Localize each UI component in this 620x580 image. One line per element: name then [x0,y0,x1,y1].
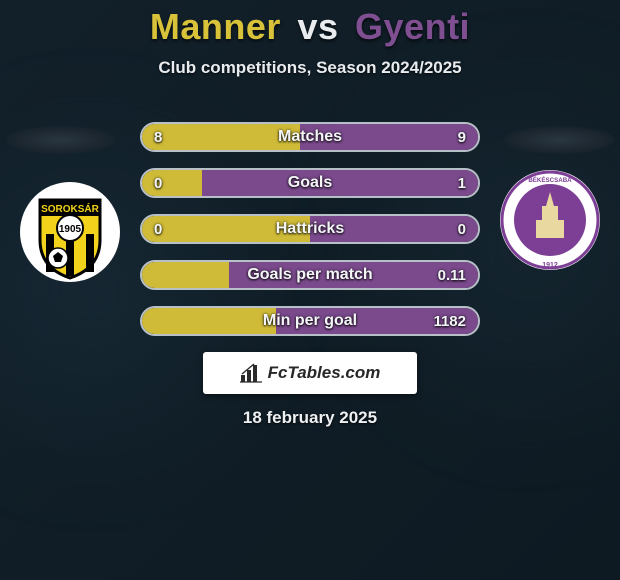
stat-bar: 0 Goals 1 [140,168,480,198]
stat-value-right: 1 [458,175,466,192]
stat-fill-left [142,170,202,196]
svg-text:BÉKÉSCSABA: BÉKÉSCSABA [528,176,572,184]
stat-label: Hattricks [276,220,344,238]
stat-value-left: 0 [154,175,162,192]
stat-fill-left [142,262,229,288]
player2-name: Gyenti [355,6,470,47]
stat-bar: Min per goal 1182 [140,306,480,336]
page-title: Manner vs Gyenti [0,0,620,48]
stat-fill-left [142,124,300,150]
stat-bar: Goals per match 0.11 [140,260,480,290]
stats-bars: 8 Matches 9 0 Goals 1 0 Hattricks 0 Goals per mat… [140,122,480,336]
stat-label: Goals [288,174,332,192]
stat-value-right: 0.11 [438,267,466,284]
stat-value-right: 1182 [433,313,466,330]
stat-fill-right [202,170,478,196]
bekescsaba-crest-icon: BÉKÉSCSABA 1912 [498,168,602,272]
stat-label: Min per goal [263,312,357,330]
stat-fill-left [142,308,276,334]
stat-label: Goals per match [247,266,372,284]
stat-label: Matches [278,128,342,146]
svg-text:1905: 1905 [59,224,82,235]
soroksar-crest-icon: SOROKSÁR 1905 [18,180,122,284]
infographic-root: Manner vs Gyenti Club competitions, Seas… [0,0,620,580]
stat-value-right: 0 [458,221,466,238]
watermark-badge: FcTables.com [203,352,417,394]
left-club-badge: SOROKSÁR 1905 [18,180,122,284]
right-club-badge: BÉKÉSCSABA 1912 [498,168,602,272]
stat-bar: 8 Matches 9 [140,122,480,152]
player1-name: Manner [150,6,281,47]
svg-text:1912: 1912 [542,262,558,269]
stat-value-right: 9 [458,129,466,146]
stat-value-left: 0 [154,221,162,238]
right-shadow-ellipse [504,126,614,154]
stat-value-left: 8 [154,129,162,146]
watermark-text: FcTables.com [268,363,381,383]
bar-chart-icon [240,363,262,383]
vs-label: vs [297,6,338,47]
stat-bar: 0 Hattricks 0 [140,214,480,244]
date-label: 18 february 2025 [0,408,620,428]
svg-text:SOROKSÁR: SOROKSÁR [41,202,100,215]
subtitle: Club competitions, Season 2024/2025 [0,58,620,78]
left-shadow-ellipse [6,126,116,154]
